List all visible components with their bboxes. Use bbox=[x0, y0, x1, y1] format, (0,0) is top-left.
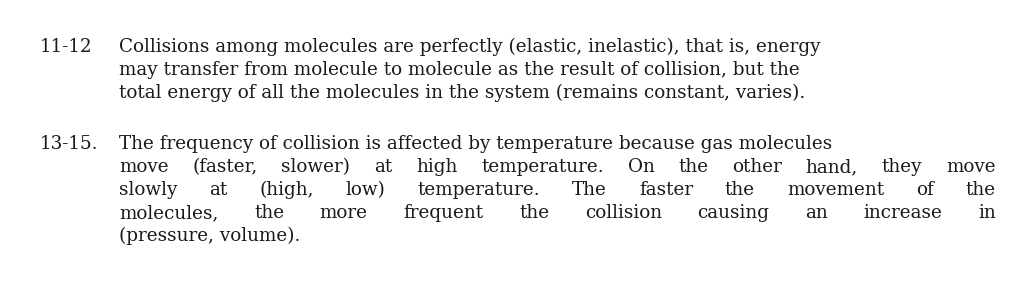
Text: Collisions among molecules are perfectly (elastic, inelastic), that is, energy: Collisions among molecules are perfectly… bbox=[119, 38, 821, 56]
Text: molecules,: molecules, bbox=[119, 204, 218, 222]
Text: collision: collision bbox=[585, 204, 662, 222]
Text: On: On bbox=[627, 158, 654, 176]
Text: the: the bbox=[519, 204, 550, 222]
Text: (faster,: (faster, bbox=[193, 158, 258, 176]
Text: slower): slower) bbox=[282, 158, 351, 176]
Text: the: the bbox=[254, 204, 285, 222]
Text: causing: causing bbox=[698, 204, 769, 222]
Text: hand,: hand, bbox=[806, 158, 858, 176]
Text: of: of bbox=[916, 181, 934, 199]
Text: other: other bbox=[732, 158, 782, 176]
Text: temperature.: temperature. bbox=[417, 181, 540, 199]
Text: (pressure, volume).: (pressure, volume). bbox=[119, 227, 300, 245]
Text: the: the bbox=[724, 181, 755, 199]
Text: in: in bbox=[978, 204, 996, 222]
Text: high: high bbox=[416, 158, 457, 176]
Text: increase: increase bbox=[863, 204, 942, 222]
Text: total energy of all the molecules in the system (remains constant, varies).: total energy of all the molecules in the… bbox=[119, 84, 805, 102]
Text: faster: faster bbox=[639, 181, 693, 199]
Text: an: an bbox=[805, 204, 828, 222]
Text: (high,: (high, bbox=[260, 181, 314, 199]
Text: frequent: frequent bbox=[404, 204, 483, 222]
Text: the: the bbox=[966, 181, 996, 199]
Text: 13-15.: 13-15. bbox=[39, 135, 98, 153]
Text: low): low) bbox=[346, 181, 386, 199]
Text: the: the bbox=[678, 158, 708, 176]
Text: they: they bbox=[882, 158, 922, 176]
Text: more: more bbox=[320, 204, 367, 222]
Text: move: move bbox=[119, 158, 169, 176]
Text: movement: movement bbox=[787, 181, 884, 199]
Text: The: The bbox=[572, 181, 607, 199]
Text: may transfer from molecule to molecule as the result of collision, but the: may transfer from molecule to molecule a… bbox=[119, 61, 800, 79]
Text: at: at bbox=[375, 158, 392, 176]
Text: 11-12: 11-12 bbox=[39, 38, 92, 56]
Text: move: move bbox=[946, 158, 996, 176]
Text: at: at bbox=[209, 181, 228, 199]
Text: temperature.: temperature. bbox=[481, 158, 603, 176]
Text: The frequency of collision is affected by temperature because gas molecules: The frequency of collision is affected b… bbox=[119, 135, 832, 153]
Text: slowly: slowly bbox=[119, 181, 177, 199]
